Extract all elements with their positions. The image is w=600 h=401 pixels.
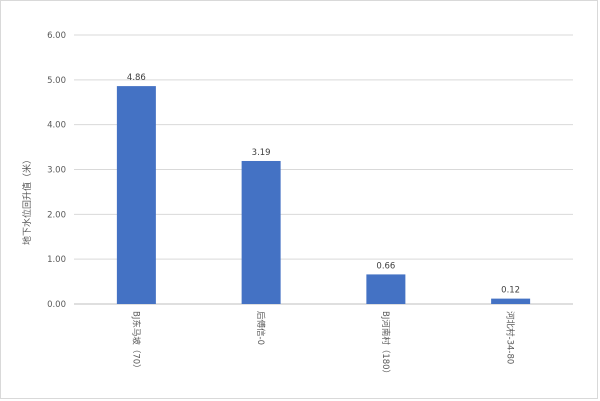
y-tick-label: 2.00 bbox=[47, 210, 66, 220]
data-labels: 4.86 3.19 0.66 0.12 bbox=[127, 73, 520, 296]
bar bbox=[491, 298, 531, 304]
data-label: 3.19 bbox=[252, 148, 271, 158]
data-label: 4.86 bbox=[127, 73, 146, 83]
y-axis-title: 地下水位回升值（米） bbox=[21, 155, 33, 245]
x-category-label: BJ河南村（180） bbox=[380, 311, 391, 378]
y-tick-label: 0.00 bbox=[47, 300, 66, 310]
gridlines bbox=[74, 34, 573, 305]
bars bbox=[116, 86, 531, 304]
data-label: 0.66 bbox=[376, 261, 395, 271]
y-tick-label: 1.00 bbox=[47, 255, 66, 265]
x-category-label: 河北村-34-80 bbox=[505, 311, 516, 364]
y-tick-label: 3.00 bbox=[47, 166, 66, 176]
x-axis-categories: BJ东马坡（70） 后傅信-0 BJ河南村（180） 河北村-34-80 bbox=[130, 311, 515, 378]
y-tick-label: 6.00 bbox=[47, 31, 66, 41]
data-label: 0.12 bbox=[501, 286, 520, 296]
x-category-label: 后傅信-0 bbox=[255, 311, 266, 345]
y-axis-ticks: 0.00 1.00 2.00 3.00 4.00 5.00 6.00 bbox=[47, 31, 66, 310]
y-tick-label: 4.00 bbox=[47, 121, 66, 131]
y-tick-label: 5.00 bbox=[47, 76, 66, 86]
x-category-label: BJ东马坡（70） bbox=[130, 311, 141, 373]
bar bbox=[241, 160, 281, 304]
bar bbox=[366, 274, 406, 304]
bar bbox=[116, 86, 156, 304]
